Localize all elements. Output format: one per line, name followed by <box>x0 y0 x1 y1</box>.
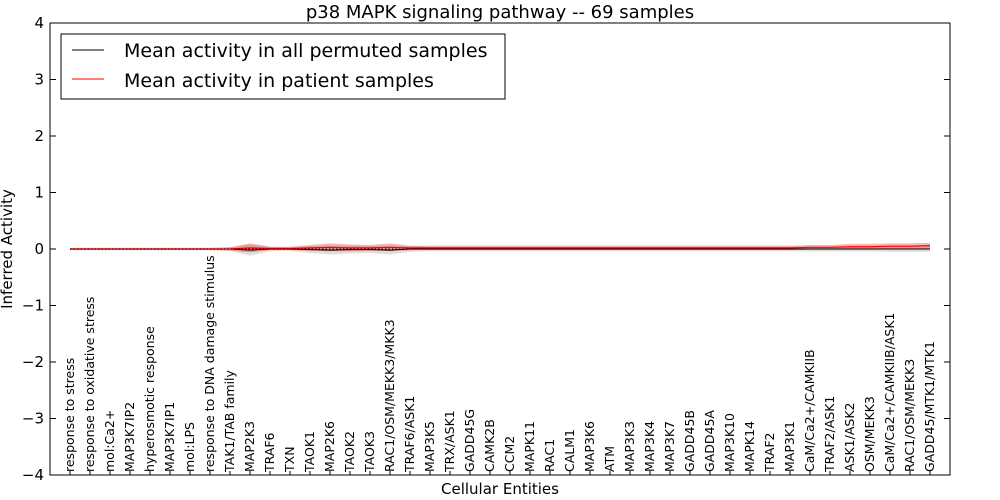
series-line-patient <box>70 245 931 250</box>
x-tick-label: TRAF6/ASK1 <box>402 396 417 473</box>
x-tick-label: RAC1/OSM/MEKK3/MKK3 <box>382 319 397 472</box>
y-axis: −4 −3 −2 −1 0 1 2 3 4 <box>22 14 950 484</box>
x-tick-label: RAC1/OSM/MEKK3 <box>902 359 917 472</box>
x-tick-label: TAOK3 <box>362 431 377 473</box>
legend-label-permuted: Mean activity in all permuted samples <box>124 40 487 62</box>
x-axis-label: Cellular Entities <box>441 480 559 498</box>
x-tick-label: TRAF2 <box>762 432 777 473</box>
y-tick-label: 4 <box>34 14 44 32</box>
y-tick-label: −1 <box>22 297 44 315</box>
x-tick-label: MAP3K7IP2 <box>122 402 137 472</box>
x-tick-label: ATM <box>602 446 617 472</box>
x-tick-label: CAMK2B <box>482 419 497 472</box>
y-tick-label: −2 <box>22 353 44 371</box>
x-tick-label: CALM1 <box>562 429 577 472</box>
series-lines <box>70 245 931 251</box>
x-tick-label: TAOK2 <box>342 431 357 473</box>
plot-frame <box>49 22 951 476</box>
x-tick-label: TRX/ASK1 <box>442 410 457 473</box>
x-tick-label: MAP3K6 <box>582 421 597 472</box>
x-tick-label: response to oxidative stress <box>82 297 97 472</box>
x-tick-label: CaM/Ca2+/CAMKIIB <box>802 349 817 472</box>
x-tick-label: response to DNA damage stimulus <box>202 255 217 472</box>
x-tick-label: MAP3K10 <box>722 413 737 472</box>
legend: Mean activity in all permuted samples Me… <box>60 33 506 100</box>
x-tick-label: GADD45B <box>682 410 697 472</box>
x-tick-label: MAP2K3 <box>242 421 257 472</box>
y-tick-label: 2 <box>34 127 44 145</box>
x-tick-label: CaM/Ca2+/CAMKIIB/ASK1 <box>882 313 897 472</box>
x-tick-label: mol:LPS <box>182 422 197 472</box>
x-tick-label: ASK1/ASK2 <box>842 403 857 472</box>
y-tick-label: −4 <box>22 466 44 484</box>
x-axis: response to stress response to oxidative … <box>62 255 937 475</box>
x-tick-label: mol:Ca2+ <box>102 410 117 472</box>
legend-box <box>60 33 506 100</box>
x-tick-label: TAOK1 <box>302 431 317 473</box>
y-axis-label: Inferred Activity <box>0 189 16 309</box>
chart-title: p38 MAPK signaling pathway -- 69 samples <box>306 2 694 23</box>
x-tick-label: MAP2K6 <box>322 421 337 472</box>
x-tick-label: CCM2 <box>502 436 517 472</box>
x-tick-label: GADD45G <box>462 409 477 472</box>
x-tick-label: MAP3K3 <box>622 421 637 472</box>
y-tick-label: −3 <box>22 410 44 428</box>
x-tick-label: MAP3K7 <box>662 421 677 472</box>
x-tick-label: MAP3K7IP1 <box>162 402 177 472</box>
y-tick-label: 0 <box>34 240 44 258</box>
x-tick-label: OSM/MEKK3 <box>862 396 877 472</box>
x-tick-label: RAC1 <box>542 439 557 472</box>
x-tick-label: TAK1/TAB family <box>222 369 237 473</box>
x-tick-label: response to stress <box>62 358 77 472</box>
x-tick-label: MAP3K4 <box>642 421 657 472</box>
x-tick-label: MAPK14 <box>742 421 757 472</box>
x-tick-label: TRAF6 <box>262 432 277 473</box>
x-tick-label: GADD45/MTK1/MTK1 <box>922 341 937 472</box>
x-tick-label: TRAF2/ASK1 <box>822 396 837 473</box>
legend-label-patient: Mean activity in patient samples <box>124 70 434 92</box>
y-tick-label: 1 <box>34 184 44 202</box>
x-tick-label: GADD45A <box>702 410 717 472</box>
x-tick-label: MAP3K5 <box>422 421 437 472</box>
x-tick-label: MAPK11 <box>522 421 537 472</box>
x-tick-label: hyperosmotic response <box>142 326 157 472</box>
y-tick-label: 3 <box>34 71 44 89</box>
x-tick-label: MAP3K1 <box>782 421 797 472</box>
x-tick-label: TXN <box>282 446 297 473</box>
